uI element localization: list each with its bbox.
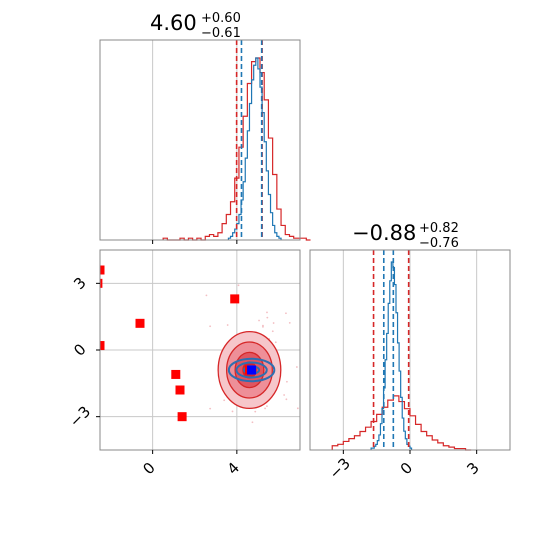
panel-top-left-histogram [99, 39, 311, 244]
sample-point [266, 316, 269, 319]
red-square-marker [177, 412, 187, 422]
sample-point [209, 407, 212, 410]
title-top-plus: +0.60 [201, 11, 241, 26]
sample-point [330, 359, 332, 361]
red-square-marker [175, 385, 185, 395]
sample-point [209, 325, 212, 328]
sample-point [286, 380, 288, 383]
panel-frame [99, 39, 301, 241]
sample-point [254, 410, 257, 413]
sample-point [283, 394, 286, 396]
sample-point [285, 398, 288, 401]
panel-bottom-right-histogram: −3 0 3 [309, 249, 511, 483]
x-tick-label: 4 [224, 459, 243, 478]
x-tick-label: −3 [326, 454, 354, 482]
y-tick-label: 0 [70, 340, 89, 359]
sample-point [288, 321, 291, 324]
red-square-marker [135, 318, 145, 328]
sample-point [223, 399, 226, 402]
sample-point [226, 324, 229, 326]
blue-contour [227, 357, 276, 383]
red-histogram-line [162, 57, 311, 241]
sample-point [295, 366, 298, 368]
sample-point [274, 341, 277, 344]
contour-group [100, 265, 332, 424]
blue-square-marker [247, 365, 257, 375]
sample-point [251, 421, 254, 424]
x-tick-label: 0 [139, 459, 158, 478]
red-histogram-line [331, 395, 472, 451]
title-right-main: −0.88 [352, 221, 416, 245]
sample-point [258, 319, 260, 322]
sample-point [266, 405, 268, 408]
x-tick-label: 3 [463, 459, 482, 478]
title-top-main: 4.60 [150, 11, 197, 35]
panel-bottom-left-contour: 0 4 −3 0 3 [66, 249, 332, 478]
sample-point [262, 324, 264, 327]
sample-point [205, 294, 208, 297]
red-square-marker [230, 294, 240, 304]
title-right-minus: −0.76 [419, 236, 459, 251]
y-tick-label: −3 [66, 402, 94, 430]
red-square-marker [100, 341, 105, 351]
red-square-marker [171, 369, 181, 379]
sample-point [237, 284, 240, 287]
sample-point [231, 410, 234, 413]
x-tick-label: 0 [397, 459, 416, 478]
sample-point [264, 407, 266, 410]
blue-contour [235, 361, 268, 379]
title-right-plus: +0.82 [419, 221, 459, 236]
title-top-minus: −0.61 [201, 26, 241, 41]
sample-point [296, 407, 299, 410]
sample-point [272, 322, 275, 324]
red-square-marker [100, 265, 105, 275]
y-tick-label: 3 [70, 274, 89, 293]
sample-point [285, 312, 287, 315]
sample-point [266, 311, 268, 314]
sample-point [271, 330, 274, 333]
red-square-marker [100, 278, 103, 288]
blue-histogram-line [370, 261, 413, 450]
